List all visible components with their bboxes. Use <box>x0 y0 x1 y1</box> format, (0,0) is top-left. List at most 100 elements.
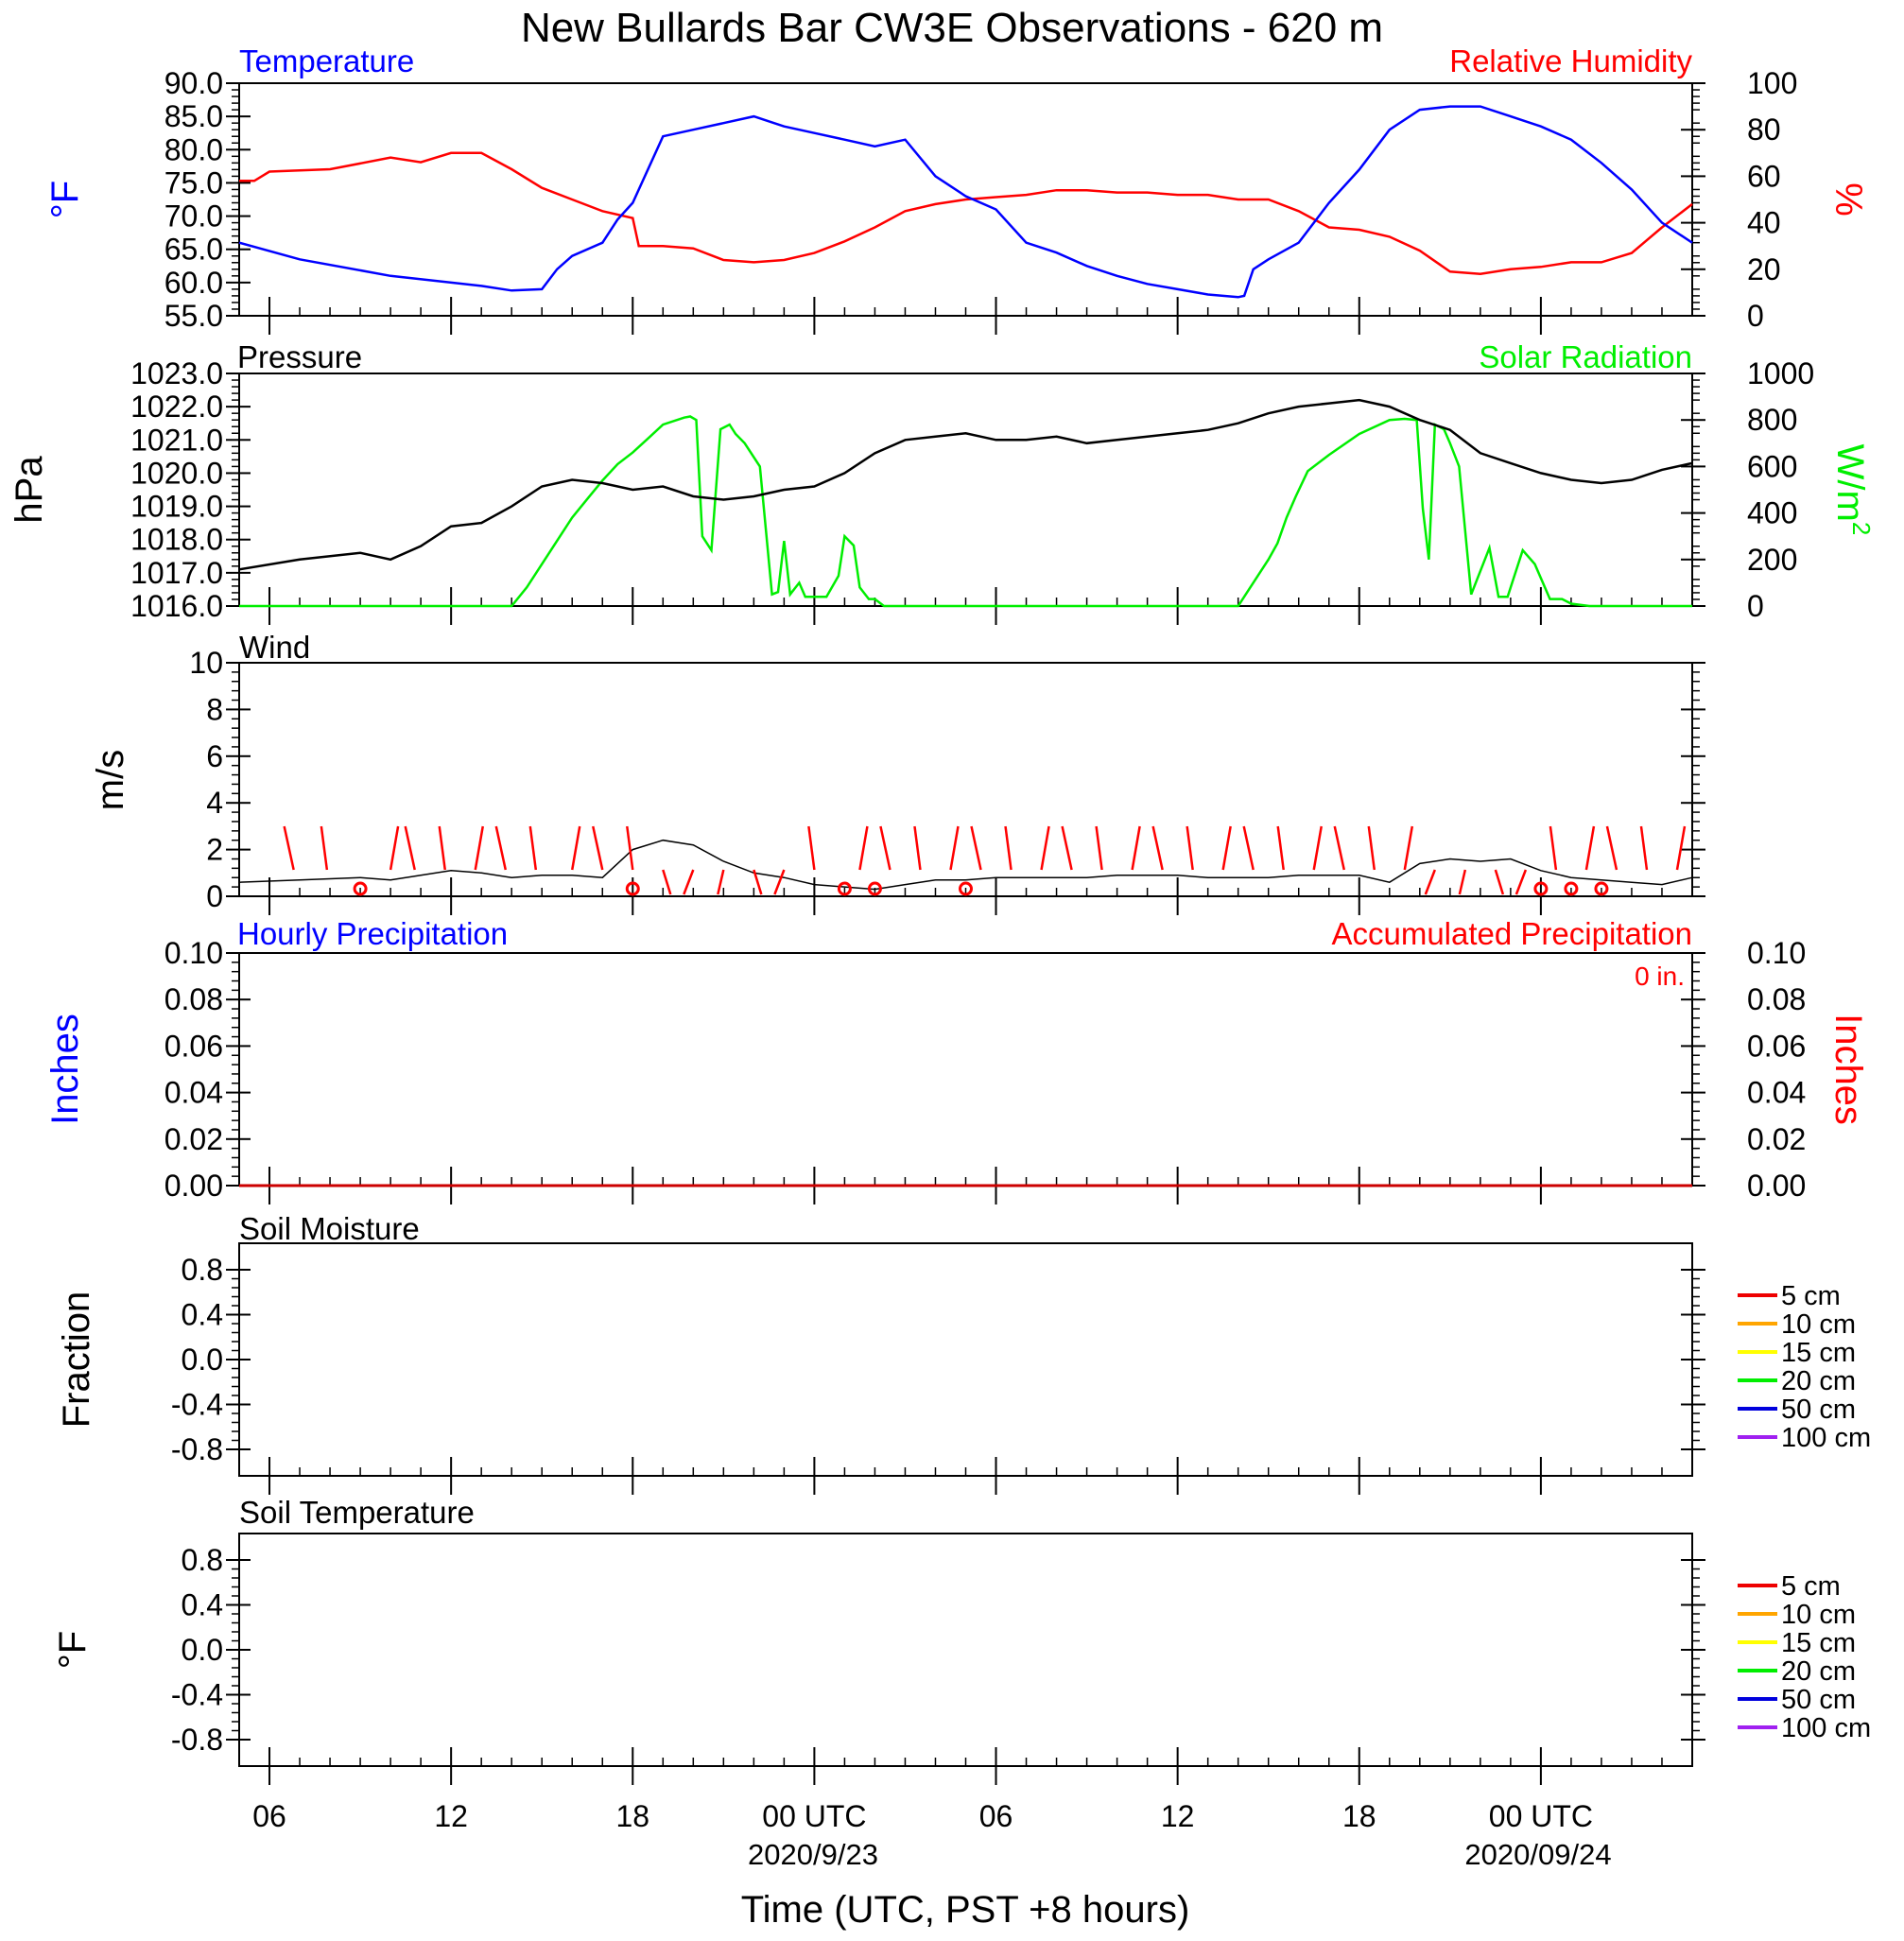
soil-moisture-unit: Fraction <box>56 1291 97 1429</box>
hourly-precip-unit: Inches <box>44 1014 86 1125</box>
humidity-title: Relative Humidity <box>1449 43 1692 78</box>
solar-title: Solar Radiation <box>1479 339 1692 374</box>
date-label-2: 2020/09/24 <box>1464 1838 1611 1871</box>
soil-moisture-legend-label: 20 cm <box>1781 1366 1856 1396</box>
calm-marker <box>1594 881 1609 896</box>
accum-precip-tick-label: 0.10 <box>1747 936 1806 970</box>
wind-barb <box>683 869 695 895</box>
time-tick-label: 00 UTC <box>1489 1799 1593 1833</box>
wind-barb <box>1367 825 1376 871</box>
soil-moisture-panel: Soil Moisture Fraction 0.8 0.4 0.0 -0.4 -0.8… <box>56 1211 1871 1495</box>
temperature-title: Temperature <box>239 43 414 78</box>
temperature-series-line <box>238 105 1693 299</box>
pressure-tick-label: 1017.0 <box>130 556 223 590</box>
soil-moisture-time-ticks <box>238 1457 1693 1495</box>
temperature-tick-label: 75.0 <box>164 165 223 199</box>
wind-barb <box>592 825 604 871</box>
solar-tick-label: 800 <box>1747 403 1797 437</box>
wind-barb <box>1515 869 1528 895</box>
solar-tick-label: 0 <box>1747 589 1764 623</box>
pressure-tick-label: 1020.0 <box>130 456 223 490</box>
humidity-tick-label: 100 <box>1747 66 1797 100</box>
wind-tick-label: 2 <box>206 833 223 867</box>
pressure-panel: Pressure Solar Radiation hPa W/m2 1023.0… <box>9 339 1876 625</box>
humidity-tick-label: 40 <box>1747 206 1781 240</box>
wind-barb <box>1276 825 1285 871</box>
wind-barb <box>949 825 960 871</box>
date-label-1: 2020/9/23 <box>748 1838 878 1871</box>
wind-barb <box>1095 825 1103 871</box>
soil-temp-legend-label: 20 cm <box>1781 1656 1856 1687</box>
hourly-precip-tick-label: 0.02 <box>164 1122 223 1156</box>
wind-barb <box>389 825 400 871</box>
wind-calm-markers <box>353 881 1609 896</box>
wind-barb <box>879 825 891 871</box>
wind-barb <box>528 825 538 871</box>
soil-moisture-title: Soil Moisture <box>239 1211 420 1246</box>
wind-barb <box>438 825 446 871</box>
hourly-precip-tick-label: 0.04 <box>164 1076 223 1110</box>
precip-panel-frame <box>238 952 1693 1187</box>
humidity-tick-label: 20 <box>1747 252 1781 286</box>
pressure-tick-label: 1023.0 <box>130 356 223 390</box>
time-tick-label: 18 <box>615 1799 649 1833</box>
time-axis-labels: 06 12 18 00 UTC 06 12 18 00 UTC <box>252 1799 1593 1833</box>
wind-unit: m/s <box>90 750 131 810</box>
wind-barb <box>1675 825 1687 871</box>
wind-barb <box>1424 869 1436 895</box>
wind-barb <box>1061 825 1073 871</box>
accum-precip-tick-label: 0.06 <box>1747 1029 1806 1063</box>
hourly-precip-tick-labels: 0.10 0.08 0.06 0.04 0.02 0.00 <box>164 936 1700 1203</box>
pressure-tick-label: 1019.0 <box>130 490 223 524</box>
solar-unit-base: W/m <box>1829 444 1871 522</box>
calm-marker <box>625 881 640 896</box>
pressure-tick-label: 1022.0 <box>130 390 223 424</box>
wind-barb <box>404 825 416 871</box>
soil-moisture-tick-label: -0.8 <box>171 1432 223 1466</box>
wind-tick-label: 0 <box>206 879 223 913</box>
soil-temp-tick-label: -0.4 <box>171 1678 223 1712</box>
calm-marker <box>837 881 852 896</box>
hourly-precip-title: Hourly Precipitation <box>237 916 508 951</box>
wind-barb <box>1494 869 1505 895</box>
wind-barb <box>1549 825 1558 871</box>
solar-tick-label: 200 <box>1747 543 1797 577</box>
solar-tick-label: 600 <box>1747 449 1797 483</box>
solar-tick-labels: 1000 800 600 400 200 0 <box>1681 356 1814 623</box>
time-tick-label: 12 <box>1161 1799 1195 1833</box>
wind-barb <box>1242 825 1255 871</box>
wind-barb <box>1151 825 1164 871</box>
wind-barb <box>913 825 922 871</box>
accum-precip-tick-label: 0.04 <box>1747 1076 1806 1110</box>
temperature-unit: °F <box>44 181 86 218</box>
precip-time-ticks <box>238 1167 1693 1204</box>
soil-temp-time-ticks <box>238 1747 1693 1785</box>
solar-unit: W/m2 <box>1829 444 1876 536</box>
wind-barb <box>1131 825 1141 871</box>
wind-tick-label: 4 <box>206 786 223 820</box>
time-tick-label: 00 UTC <box>762 1799 866 1833</box>
wind-title: Wind <box>239 630 310 665</box>
soil-temp-panel: Soil Temperature °F 0.8 0.4 0.0 -0.4 -0.8 5 … <box>52 1495 1871 1785</box>
hourly-precip-tick-label: 0.08 <box>164 982 223 1016</box>
soil-temp-legend-label: 15 cm <box>1781 1628 1856 1658</box>
temperature-tick-label: 70.0 <box>164 199 223 234</box>
calm-marker <box>353 881 368 896</box>
soil-moisture-legend-label: 10 cm <box>1781 1309 1856 1340</box>
humidity-unit: % <box>1827 182 1869 217</box>
accum-precip-tick-label: 0.00 <box>1747 1169 1806 1203</box>
accum-precip-tick-labels: 0.10 0.08 0.06 0.04 0.02 0.00 <box>1681 936 1806 1203</box>
soil-temp-legend-label: 5 cm <box>1781 1571 1841 1602</box>
soil-moisture-legend-label: 50 cm <box>1781 1395 1856 1425</box>
wind-barb <box>858 825 869 871</box>
humidity-tick-label: 0 <box>1747 299 1764 333</box>
wind-barb <box>717 869 725 895</box>
soil-moisture-tick-label: 0.4 <box>182 1298 223 1332</box>
temperature-tick-label: 55.0 <box>164 299 223 333</box>
soil-moisture-tick-label: 0.8 <box>182 1253 223 1287</box>
solar-tick-label: 400 <box>1747 496 1797 530</box>
wind-barb <box>1584 825 1596 871</box>
temperature-tick-label: 90.0 <box>164 66 223 100</box>
